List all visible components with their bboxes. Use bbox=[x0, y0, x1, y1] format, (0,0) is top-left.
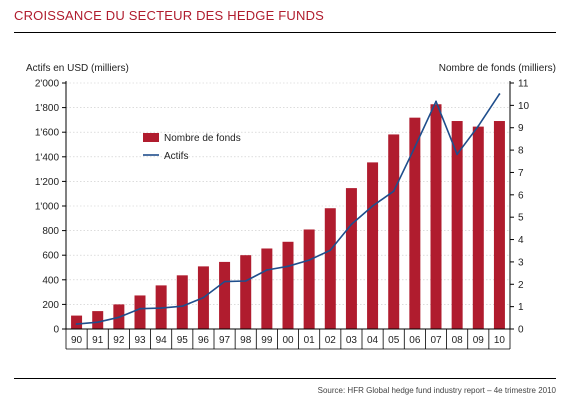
right-axis-label: Nombre de fonds (milliers) bbox=[439, 63, 556, 74]
right-tick-label: 3 bbox=[518, 257, 524, 268]
actifs-point-08 bbox=[456, 153, 459, 156]
left-tick-label: 200 bbox=[42, 300, 59, 311]
right-tick-label: 9 bbox=[518, 123, 524, 134]
x-tick-label-91: 91 bbox=[92, 335, 104, 346]
actifs-point-04 bbox=[371, 205, 374, 207]
hedge-fund-chart: 2'0001'8001'6001'4001'2001'0008006004002… bbox=[26, 63, 556, 350]
actifs-point-97 bbox=[223, 280, 226, 283]
right-tick-label: 5 bbox=[518, 213, 524, 224]
actifs-point-93 bbox=[139, 307, 141, 310]
actifs-point-02 bbox=[329, 249, 332, 252]
bar-10 bbox=[493, 121, 505, 329]
bar-95 bbox=[176, 275, 188, 329]
actifs-point-06 bbox=[413, 146, 416, 148]
x-tick-label-98: 98 bbox=[240, 335, 252, 346]
actifs-point-01 bbox=[308, 259, 311, 262]
right-tick-label: 2 bbox=[518, 280, 524, 291]
bar-90 bbox=[71, 315, 83, 329]
left-tick-label: 1'000 bbox=[35, 202, 60, 213]
top-rule bbox=[14, 32, 556, 33]
bar-07 bbox=[430, 104, 442, 329]
legend-swatch-bars bbox=[143, 133, 159, 142]
x-tick-label-97: 97 bbox=[219, 335, 231, 346]
x-tick-label-94: 94 bbox=[156, 335, 168, 346]
x-tick-label-00: 00 bbox=[282, 335, 294, 346]
left-tick-label: 400 bbox=[42, 275, 59, 286]
bar-05 bbox=[388, 134, 400, 329]
x-tick-label-10: 10 bbox=[494, 335, 506, 346]
x-tick-label-96: 96 bbox=[198, 335, 210, 346]
x-tick-label-07: 07 bbox=[430, 335, 442, 346]
right-tick-label: 1 bbox=[518, 302, 524, 313]
legend-label-line: Actifs bbox=[164, 151, 188, 162]
right-tick-label: 4 bbox=[518, 235, 524, 246]
actifs-point-05 bbox=[392, 190, 395, 193]
x-tick-label-93: 93 bbox=[134, 335, 146, 346]
bar-91 bbox=[92, 311, 104, 329]
right-tick-label: 7 bbox=[518, 168, 524, 179]
actifs-point-99 bbox=[265, 269, 268, 271]
left-tick-label: 1'400 bbox=[35, 152, 60, 163]
bar-98 bbox=[240, 255, 252, 329]
bar-00 bbox=[282, 241, 294, 329]
legend-label-bars: Nombre de fonds bbox=[164, 133, 241, 144]
x-tick-label-92: 92 bbox=[113, 335, 125, 346]
actifs-point-90 bbox=[75, 323, 78, 325]
left-tick-label: 600 bbox=[42, 251, 59, 262]
bar-04 bbox=[367, 162, 379, 329]
x-tick-label-06: 06 bbox=[409, 335, 421, 346]
bar-09 bbox=[472, 126, 484, 329]
chart-title: CROISSANCE DU SECTEUR DES HEDGE FUNDS bbox=[14, 8, 325, 23]
right-tick-label: 10 bbox=[518, 101, 530, 112]
left-tick-label: 0 bbox=[53, 325, 59, 336]
bottom-rule bbox=[14, 378, 556, 379]
x-tick-label-03: 03 bbox=[346, 335, 358, 346]
x-tick-label-04: 04 bbox=[367, 335, 379, 346]
actifs-point-96 bbox=[202, 296, 205, 299]
right-tick-label: 0 bbox=[518, 325, 524, 336]
left-tick-label: 1'800 bbox=[35, 103, 60, 114]
actifs-point-09 bbox=[477, 125, 480, 127]
bar-01 bbox=[303, 229, 315, 329]
bars-layer bbox=[71, 104, 505, 329]
x-tick-label-08: 08 bbox=[452, 335, 464, 346]
actifs-point-10 bbox=[498, 93, 501, 95]
source-note: Source: HFR Global hedge fund industry r… bbox=[317, 386, 556, 395]
x-tick-label-90: 90 bbox=[71, 335, 83, 346]
actifs-point-03 bbox=[350, 223, 353, 226]
x-tick-label-09: 09 bbox=[473, 335, 485, 346]
x-tick-label-99: 99 bbox=[261, 335, 273, 346]
legend: Nombre de fonds Actifs bbox=[143, 133, 241, 162]
x-tick-label-05: 05 bbox=[388, 335, 400, 346]
bar-93 bbox=[134, 295, 146, 329]
bar-99 bbox=[261, 248, 273, 329]
line-layer bbox=[75, 93, 501, 325]
actifs-point-07 bbox=[435, 100, 437, 103]
right-tick-label: 6 bbox=[518, 190, 524, 201]
bar-06 bbox=[409, 117, 421, 329]
bar-97 bbox=[219, 261, 231, 329]
actifs-point-00 bbox=[287, 265, 289, 268]
actifs-point-91 bbox=[96, 321, 99, 324]
right-tick-label: 11 bbox=[518, 79, 529, 90]
left-axis-label: Actifs en USD (milliers) bbox=[26, 63, 129, 74]
actifs-point-94 bbox=[160, 307, 163, 309]
x-tick-label-95: 95 bbox=[177, 335, 189, 346]
left-tick-label: 2'000 bbox=[35, 79, 60, 90]
x-tick-label-02: 02 bbox=[325, 335, 337, 346]
bar-02 bbox=[324, 208, 336, 329]
actifs-point-98 bbox=[244, 280, 247, 282]
actifs-point-95 bbox=[181, 305, 184, 308]
actifs-point-92 bbox=[117, 316, 120, 319]
left-tick-label: 1'600 bbox=[35, 128, 60, 139]
axes-layer: 2'0001'8001'6001'4001'2001'0008006004002… bbox=[35, 79, 530, 350]
left-tick-label: 800 bbox=[42, 226, 59, 237]
bar-08 bbox=[451, 121, 463, 329]
bar-03 bbox=[345, 188, 357, 329]
x-tick-label-01: 01 bbox=[304, 335, 316, 346]
left-tick-label: 1'200 bbox=[35, 177, 60, 188]
right-tick-label: 8 bbox=[518, 146, 524, 157]
